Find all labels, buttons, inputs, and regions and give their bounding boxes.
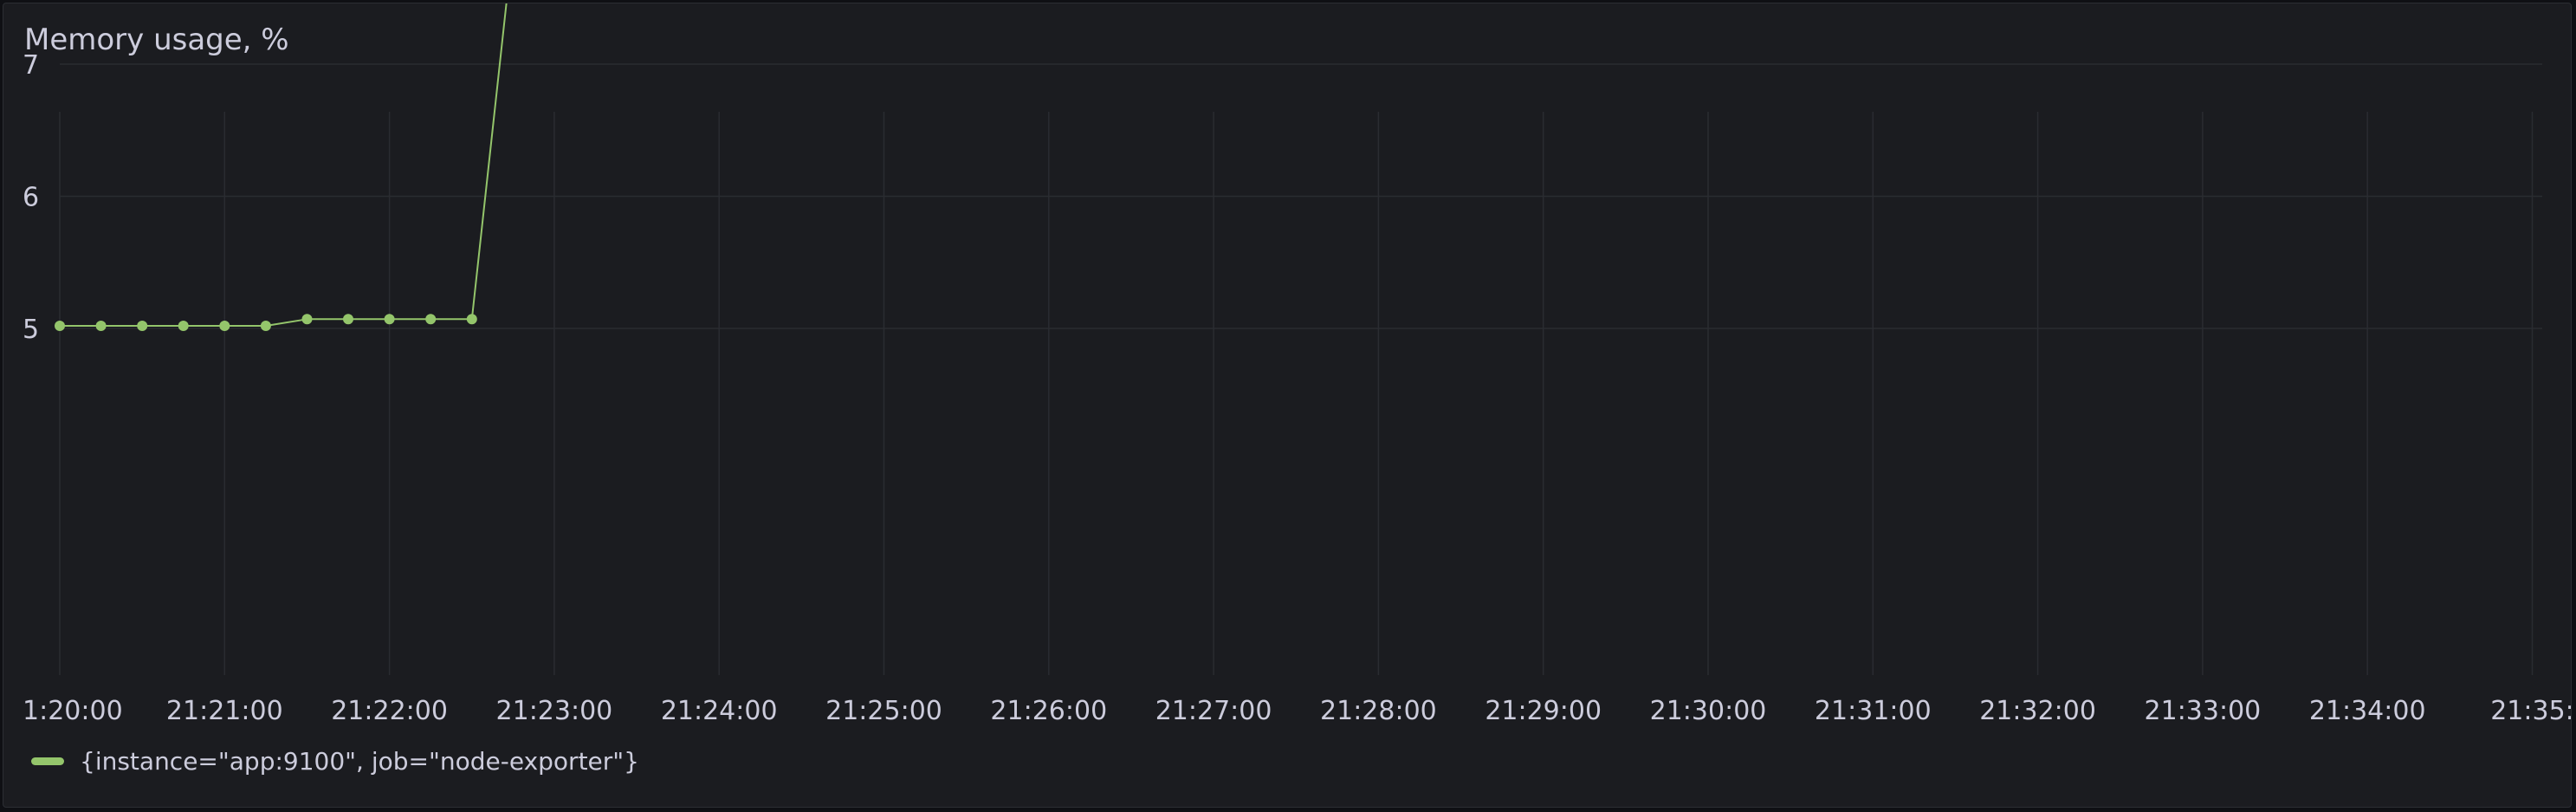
x-tick-label: 21:26:00 [990,696,1107,726]
x-tick-label: 21:29:00 [1485,696,1602,726]
data-point[interactable] [137,321,148,331]
chart-panel: Memory usage, % 56789 1:20:0021:21:0021:… [3,3,2572,808]
data-point[interactable] [219,321,230,331]
data-point[interactable] [343,314,353,325]
legend-series-label[interactable]: {instance="app:9100", job="node-exporter… [80,747,639,776]
x-axis: 1:20:00 21:21:00 21:22:00 21:23:00 21:24:00 2… [23,696,2572,726]
x-tick-label: 21:23:00 [496,696,613,726]
x-tick-label: 21:30:00 [1650,696,1767,726]
y-tick-label: 6 [23,183,39,213]
x-tick-label: 21:21:00 [166,696,283,726]
data-point[interactable] [425,314,437,325]
x-tick-label: 21:24:00 [661,696,778,726]
data-point[interactable] [178,321,189,331]
data-point[interactable] [95,321,107,331]
data-point[interactable] [301,314,313,325]
line-chart[interactable]: 56789 1:20:0021:21:0021:22:0021:23:0021:… [3,3,2572,808]
grid-lines [59,63,2542,675]
x-tick-label: 21:25:00 [825,696,942,726]
legend[interactable]: {instance="app:9100", job="node-exporter… [31,747,639,776]
y-axis: 56789 [23,50,39,345]
y-tick-label: 5 [23,315,39,345]
series-line[interactable] [60,3,2572,327]
x-tick-label: 21:28:00 [1320,696,1437,726]
x-tick-label: 21:22:00 [331,696,448,726]
x-tick-label: 21:34:00 [2309,696,2426,726]
x-tick-label: 1:20:00 [23,696,123,726]
data-point[interactable] [260,321,271,331]
x-tick-label: 21:32:00 [1979,696,2096,726]
data-point[interactable] [55,321,65,331]
data-point[interactable] [466,314,477,325]
x-tick-label: 21:33:00 [2145,696,2262,726]
series-layer[interactable] [55,3,2572,331]
x-tick-label: 21:31:00 [1815,696,1932,726]
x-tick-label: 21:35: [2490,696,2572,726]
panel-title[interactable]: Memory usage, % [24,23,289,57]
legend-swatch [31,757,64,765]
y-tick-label: 7 [23,50,39,81]
x-tick-label: 21:27:00 [1155,696,1272,726]
data-point[interactable] [384,314,395,325]
